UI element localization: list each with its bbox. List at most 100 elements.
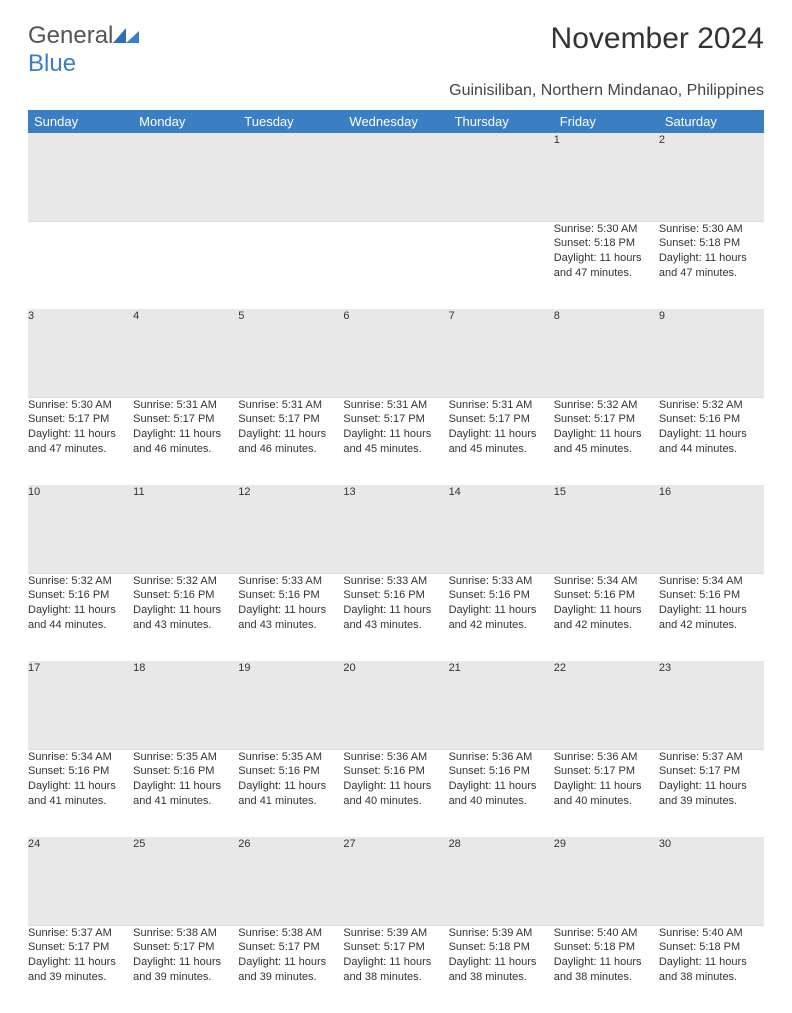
day-number: 6: [343, 310, 349, 322]
day-cell-text: Sunrise: 5:39 AMSunset: 5:18 PMDaylight:…: [449, 926, 554, 985]
day-cell: Sunrise: 5:34 AMSunset: 5:16 PMDaylight:…: [554, 573, 659, 661]
day-number: 9: [659, 310, 665, 322]
day-number-row: 17 18 19 20 21 22 23: [28, 661, 764, 749]
day-cell: Sunrise: 5:38 AMSunset: 5:17 PMDaylight:…: [133, 925, 238, 1013]
logo-part1: General: [28, 22, 113, 49]
day-number-cell: [238, 133, 343, 221]
day-number: 20: [343, 662, 355, 674]
day-cell-text: Sunrise: 5:31 AMSunset: 5:17 PMDaylight:…: [133, 398, 238, 457]
day-number-cell: 23: [659, 661, 764, 749]
day-cell: Sunrise: 5:34 AMSunset: 5:16 PMDaylight:…: [28, 749, 133, 837]
day-number: 29: [554, 838, 566, 850]
day-number-cell: 26: [238, 837, 343, 925]
logo: General Blue: [28, 22, 139, 78]
day-number: 11: [133, 486, 144, 498]
day-cell: Sunrise: 5:30 AMSunset: 5:18 PMDaylight:…: [554, 221, 659, 309]
day-cell: Sunrise: 5:39 AMSunset: 5:18 PMDaylight:…: [449, 925, 554, 1013]
day-number-cell: 7: [449, 309, 554, 397]
day-number-cell: 29: [554, 837, 659, 925]
day-cell-text: Sunrise: 5:40 AMSunset: 5:18 PMDaylight:…: [554, 926, 659, 985]
day-cell-text: Sunrise: 5:37 AMSunset: 5:17 PMDaylight:…: [659, 750, 764, 809]
weekday-header-row: Sunday Monday Tuesday Wednesday Thursday…: [28, 110, 764, 133]
day-cell-text: Sunrise: 5:34 AMSunset: 5:16 PMDaylight:…: [659, 574, 764, 633]
day-number-cell: 10: [28, 485, 133, 573]
weekday-header: Wednesday: [343, 110, 448, 133]
day-number: 10: [28, 486, 40, 498]
day-cell-text: Sunrise: 5:36 AMSunset: 5:16 PMDaylight:…: [343, 750, 448, 809]
day-content-row: Sunrise: 5:34 AMSunset: 5:16 PMDaylight:…: [28, 749, 764, 837]
day-number: 22: [554, 662, 566, 674]
day-number: 24: [28, 838, 40, 850]
day-number-cell: 3: [28, 309, 133, 397]
day-number: 1: [554, 134, 560, 146]
calendar-body: 12Sunrise: 5:30 AMSunset: 5:18 PMDayligh…: [28, 133, 764, 1013]
weekday-header: Sunday: [28, 110, 133, 133]
day-number-row: 12: [28, 133, 764, 221]
day-number: 21: [449, 662, 461, 674]
day-number: 17: [28, 662, 40, 674]
day-number: 19: [238, 662, 250, 674]
day-number-cell: 17: [28, 661, 133, 749]
weekday-header: Tuesday: [238, 110, 343, 133]
day-cell: Sunrise: 5:33 AMSunset: 5:16 PMDaylight:…: [449, 573, 554, 661]
day-cell-text: Sunrise: 5:34 AMSunset: 5:16 PMDaylight:…: [28, 750, 133, 809]
logo-text: General Blue: [28, 22, 139, 78]
day-cell: [238, 221, 343, 309]
calendar-table: Sunday Monday Tuesday Wednesday Thursday…: [28, 110, 764, 1013]
day-number-cell: [449, 133, 554, 221]
day-cell: Sunrise: 5:32 AMSunset: 5:16 PMDaylight:…: [28, 573, 133, 661]
day-number-cell: 28: [449, 837, 554, 925]
day-cell-text: Sunrise: 5:34 AMSunset: 5:16 PMDaylight:…: [554, 574, 659, 633]
header: General Blue November 2024: [28, 22, 764, 78]
day-cell-text: Sunrise: 5:32 AMSunset: 5:17 PMDaylight:…: [554, 398, 659, 457]
day-cell-text: Sunrise: 5:33 AMSunset: 5:16 PMDaylight:…: [343, 574, 448, 633]
day-cell: Sunrise: 5:33 AMSunset: 5:16 PMDaylight:…: [343, 573, 448, 661]
day-cell: [133, 221, 238, 309]
day-cell: Sunrise: 5:34 AMSunset: 5:16 PMDaylight:…: [659, 573, 764, 661]
day-cell: Sunrise: 5:36 AMSunset: 5:16 PMDaylight:…: [449, 749, 554, 837]
day-number-cell: 5: [238, 309, 343, 397]
day-cell: Sunrise: 5:40 AMSunset: 5:18 PMDaylight:…: [554, 925, 659, 1013]
day-cell-text: Sunrise: 5:32 AMSunset: 5:16 PMDaylight:…: [659, 398, 764, 457]
day-cell: Sunrise: 5:40 AMSunset: 5:18 PMDaylight:…: [659, 925, 764, 1013]
day-cell-text: Sunrise: 5:33 AMSunset: 5:16 PMDaylight:…: [238, 574, 343, 633]
logo-part2: Blue: [28, 50, 76, 77]
day-cell: Sunrise: 5:30 AMSunset: 5:18 PMDaylight:…: [659, 221, 764, 309]
day-number-cell: 16: [659, 485, 764, 573]
day-number: 18: [133, 662, 145, 674]
day-number: 15: [554, 486, 566, 498]
day-number: 12: [238, 486, 250, 498]
day-number: 3: [28, 310, 34, 322]
day-number-row: 10111213141516: [28, 485, 764, 573]
day-cell: Sunrise: 5:31 AMSunset: 5:17 PMDaylight:…: [133, 397, 238, 485]
day-number-cell: 6: [343, 309, 448, 397]
day-cell: Sunrise: 5:35 AMSunset: 5:16 PMDaylight:…: [133, 749, 238, 837]
day-number: 25: [133, 838, 145, 850]
day-cell-text: Sunrise: 5:30 AMSunset: 5:18 PMDaylight:…: [554, 222, 659, 281]
day-cell: Sunrise: 5:31 AMSunset: 5:17 PMDaylight:…: [449, 397, 554, 485]
day-number: 30: [659, 838, 671, 850]
day-cell: Sunrise: 5:32 AMSunset: 5:16 PMDaylight:…: [133, 573, 238, 661]
day-cell: Sunrise: 5:31 AMSunset: 5:17 PMDaylight:…: [238, 397, 343, 485]
day-cell: Sunrise: 5:32 AMSunset: 5:16 PMDaylight:…: [659, 397, 764, 485]
day-number: 27: [343, 838, 355, 850]
day-cell-text: Sunrise: 5:32 AMSunset: 5:16 PMDaylight:…: [28, 574, 133, 633]
day-number-cell: 2: [659, 133, 764, 221]
day-number-cell: 25: [133, 837, 238, 925]
location-subtitle: Guinisiliban, Northern Mindanao, Philipp…: [28, 82, 764, 100]
day-number: 8: [554, 310, 560, 322]
weekday-header: Friday: [554, 110, 659, 133]
day-number-cell: 12: [238, 485, 343, 573]
day-number-cell: 15: [554, 485, 659, 573]
day-cell: [449, 221, 554, 309]
day-cell: [343, 221, 448, 309]
day-number-cell: [28, 133, 133, 221]
page-title: November 2024: [551, 22, 764, 56]
day-cell: Sunrise: 5:33 AMSunset: 5:16 PMDaylight:…: [238, 573, 343, 661]
day-number-cell: 11: [133, 485, 238, 573]
day-cell-text: Sunrise: 5:30 AMSunset: 5:17 PMDaylight:…: [28, 398, 133, 457]
day-cell-text: Sunrise: 5:40 AMSunset: 5:18 PMDaylight:…: [659, 926, 764, 985]
day-cell-text: Sunrise: 5:38 AMSunset: 5:17 PMDaylight:…: [133, 926, 238, 985]
weekday-header: Thursday: [449, 110, 554, 133]
day-number-row: 24252627282930: [28, 837, 764, 925]
